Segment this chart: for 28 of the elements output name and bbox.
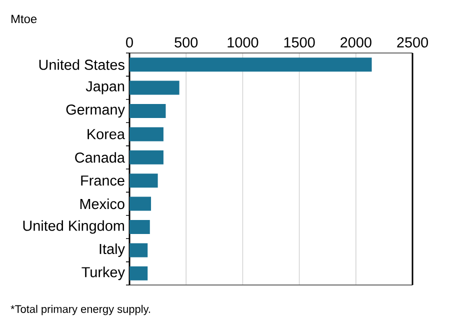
- y-tick-label: Korea: [88, 129, 125, 140]
- bar: [130, 104, 166, 118]
- x-tick-label: 1000: [228, 37, 258, 48]
- y-tick-label: United Kingdom: [23, 220, 124, 234]
- x-tick-label: 0: [126, 37, 133, 48]
- y-tick-label: Turkey: [82, 266, 125, 280]
- bar: [130, 150, 164, 164]
- bar: [130, 266, 148, 280]
- x-axis-title: Mtoe: [12, 14, 37, 24]
- bar: [130, 58, 372, 72]
- bar: [130, 80, 180, 95]
- y-tick-label: France: [81, 176, 124, 186]
- bar: [130, 220, 150, 234]
- bar: [130, 174, 158, 188]
- y-tick-label: Canada: [75, 152, 125, 163]
- bar: [130, 127, 164, 142]
- y-tick-label: Mexico: [80, 198, 124, 210]
- text: *Total primary energy supply.: [10, 304, 150, 316]
- bar: [130, 243, 148, 258]
- y-tick-label: United States: [39, 59, 124, 70]
- x-tick-label: 2000: [340, 37, 372, 48]
- y-tick-label: Italy: [100, 243, 125, 257]
- x-tick-label: 1500: [284, 37, 315, 48]
- x-tick-label: 500: [174, 37, 198, 48]
- x-tick-label: 2500: [397, 37, 428, 48]
- y-tick-label: Japan: [86, 81, 124, 94]
- y-tick-label: Germany: [66, 104, 125, 118]
- bar: [130, 196, 152, 211]
